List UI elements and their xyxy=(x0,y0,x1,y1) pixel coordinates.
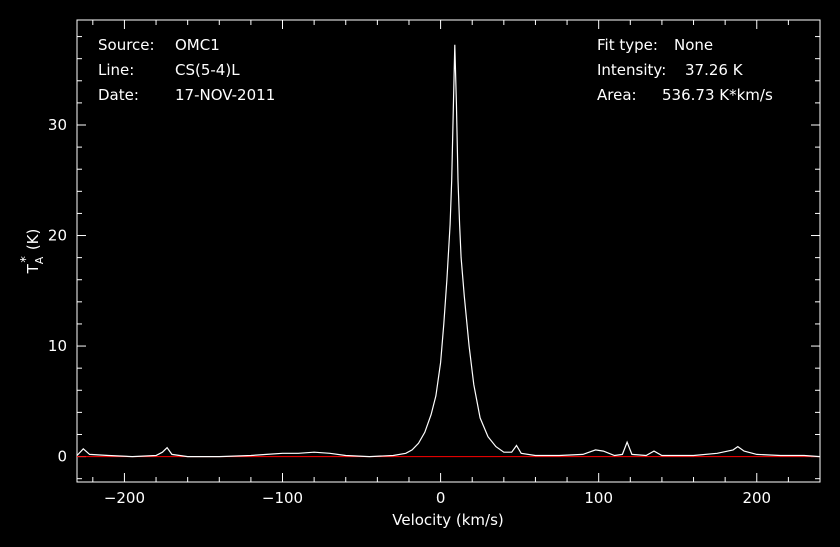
date-label: Date: xyxy=(98,86,139,104)
intensity-value: 37.26 K xyxy=(685,61,743,79)
plot-frame xyxy=(76,19,821,483)
x-axis: −200 −100 0 100 200 xyxy=(92,20,821,507)
x-axis-label: Velocity (km/s) xyxy=(392,511,503,529)
y-axis-label-main: T xyxy=(24,263,42,274)
fit-type-label: Fit type: xyxy=(597,36,658,54)
intensity-label: Intensity: xyxy=(597,61,667,79)
y-tick-label: 30 xyxy=(48,116,67,134)
x-tick-label: 0 xyxy=(436,489,446,507)
y-axis-label-sub: A xyxy=(33,256,46,264)
x-tick-label: 100 xyxy=(584,489,613,507)
source-label: Source: xyxy=(98,36,155,54)
y-tick-label: 0 xyxy=(57,448,67,466)
source-value: OMC1 xyxy=(175,36,220,54)
date-value: 17-NOV-2011 xyxy=(175,86,276,104)
y-tick-label: 10 xyxy=(48,337,67,355)
y-tick-label: 20 xyxy=(48,227,67,245)
x-tick-label: −200 xyxy=(104,489,145,507)
fit-type-value: None xyxy=(674,36,714,54)
x-tick-label: 200 xyxy=(742,489,771,507)
y-axis-label-sup: * xyxy=(19,256,34,263)
line-label: Line: xyxy=(98,61,135,79)
area-value: 536.73 K*km/s xyxy=(662,86,773,104)
spectrum-line xyxy=(76,44,821,458)
area-label: Area: xyxy=(597,86,637,104)
y-axis-label: TA* (K) xyxy=(19,229,46,275)
x-tick-label: −100 xyxy=(262,489,303,507)
svg-text:TA*(K): TA* (K) xyxy=(19,229,46,275)
line-value: CS(5-4)L xyxy=(175,61,240,79)
y-axis-label-unit: (K) xyxy=(24,229,42,251)
